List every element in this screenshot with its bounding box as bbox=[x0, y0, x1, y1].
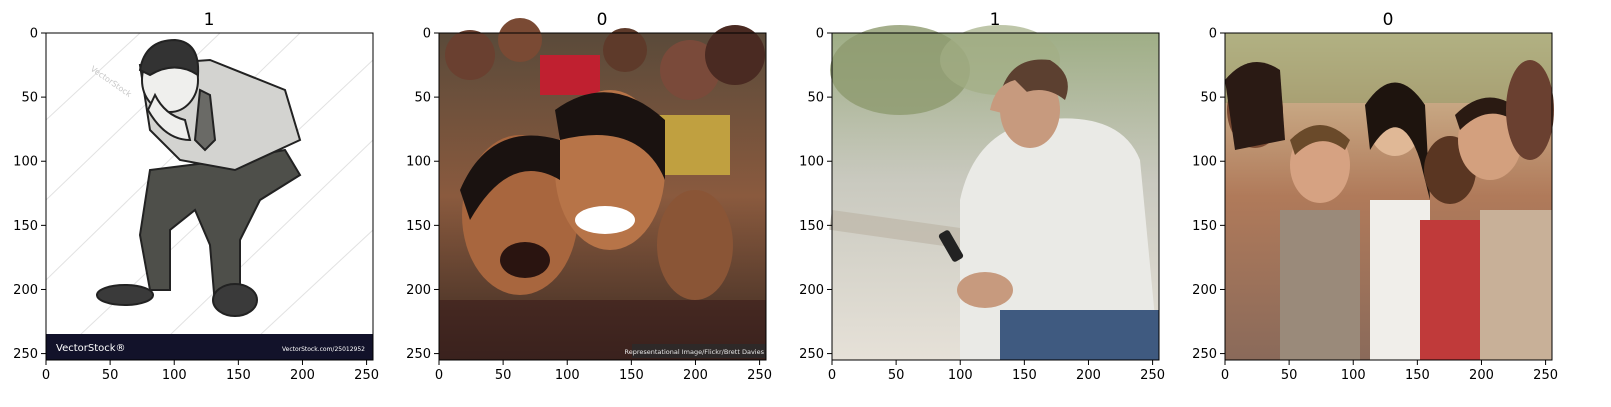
x-tick-label: 0 bbox=[42, 368, 50, 383]
y-tick-label: 0 bbox=[30, 27, 38, 42]
image-caption: Representational Image/Flickr/Brett Davi… bbox=[625, 348, 765, 356]
x-tick-label: 100 bbox=[1341, 368, 1366, 383]
panel-title: 1 bbox=[204, 10, 215, 30]
y-tick-label: 100 bbox=[13, 155, 38, 170]
panel-image bbox=[829, 25, 1159, 360]
y-tick-label: 50 bbox=[807, 91, 824, 106]
x-tick-label: 0 bbox=[1221, 368, 1229, 383]
footer-left-text: VectorStock® bbox=[56, 343, 126, 354]
panel-image bbox=[1225, 33, 1554, 360]
axes-frame bbox=[438, 32, 767, 361]
x-tick-label: 250 bbox=[1140, 368, 1165, 383]
y-tick-label: 50 bbox=[414, 91, 431, 106]
panel-title: 0 bbox=[597, 10, 608, 30]
panel-4: 0 0 50 100 150 200 250 0 50 100 150 200 250 bbox=[1192, 10, 1558, 383]
x-tick-label: 150 bbox=[1012, 368, 1037, 383]
y-tick-label: 250 bbox=[1192, 347, 1217, 362]
axes-frame bbox=[831, 32, 1160, 361]
panel-image: Representational Image/Flickr/Brett Davi… bbox=[439, 18, 766, 360]
y-tick-label: 200 bbox=[1192, 283, 1217, 298]
y-tick-label: 0 bbox=[1209, 27, 1217, 42]
y-tick-label: 250 bbox=[799, 347, 824, 362]
y-tick-label: 250 bbox=[13, 347, 38, 362]
y-tick-label: 150 bbox=[799, 219, 824, 234]
x-tick-label: 50 bbox=[888, 368, 905, 383]
x-tick-label: 150 bbox=[226, 368, 251, 383]
y-tick-label: 250 bbox=[406, 347, 431, 362]
x-tick-label: 0 bbox=[828, 368, 836, 383]
x-tick-label: 200 bbox=[1469, 368, 1494, 383]
x-tick-label: 100 bbox=[555, 368, 580, 383]
panel-1: 1 VectorStock VectorStock® VectorStock bbox=[13, 10, 379, 383]
axes-frame bbox=[45, 32, 374, 361]
x-tick-label: 250 bbox=[354, 368, 379, 383]
y-tick-label: 0 bbox=[816, 27, 824, 42]
y-tick-label: 150 bbox=[1192, 219, 1217, 234]
y-tick-label: 150 bbox=[406, 219, 431, 234]
x-tick-label: 150 bbox=[1405, 368, 1430, 383]
x-tick-label: 50 bbox=[495, 368, 512, 383]
panel-title: 0 bbox=[1383, 10, 1394, 30]
y-tick-label: 50 bbox=[1200, 91, 1217, 106]
y-tick-label: 200 bbox=[406, 283, 431, 298]
y-tick-label: 200 bbox=[799, 283, 824, 298]
x-tick-label: 200 bbox=[290, 368, 315, 383]
x-tick-label: 200 bbox=[1076, 368, 1101, 383]
y-tick-label: 0 bbox=[423, 27, 431, 42]
footer-right-text: VectorStock.com/25012952 bbox=[282, 346, 365, 353]
panel-title: 1 bbox=[990, 10, 1001, 30]
y-tick-label: 100 bbox=[406, 155, 431, 170]
x-tick-label: 50 bbox=[1281, 368, 1298, 383]
axes-frame bbox=[1224, 32, 1553, 361]
x-tick-label: 0 bbox=[435, 368, 443, 383]
x-tick-label: 150 bbox=[619, 368, 644, 383]
sad-man-illustration bbox=[96, 38, 302, 317]
panel-3: 1 0 50 100 150 200 250 0 50 100 150 200 250 bbox=[799, 10, 1165, 383]
x-tick-label: 50 bbox=[102, 368, 119, 383]
panel-image: VectorStock VectorStock® VectorStock.com… bbox=[45, 32, 374, 360]
y-tick-label: 50 bbox=[21, 91, 38, 106]
x-tick-label: 100 bbox=[162, 368, 187, 383]
x-tick-label: 250 bbox=[747, 368, 772, 383]
x-tick-label: 100 bbox=[948, 368, 973, 383]
x-tick-label: 200 bbox=[683, 368, 708, 383]
y-tick-label: 100 bbox=[799, 155, 824, 170]
y-tick-label: 200 bbox=[13, 283, 38, 298]
y-tick-label: 100 bbox=[1192, 155, 1217, 170]
y-tick-label: 150 bbox=[13, 219, 38, 234]
panel-2: 0 Representational Image/Flickr/Brett Da… bbox=[406, 10, 772, 383]
x-tick-label: 250 bbox=[1533, 368, 1558, 383]
